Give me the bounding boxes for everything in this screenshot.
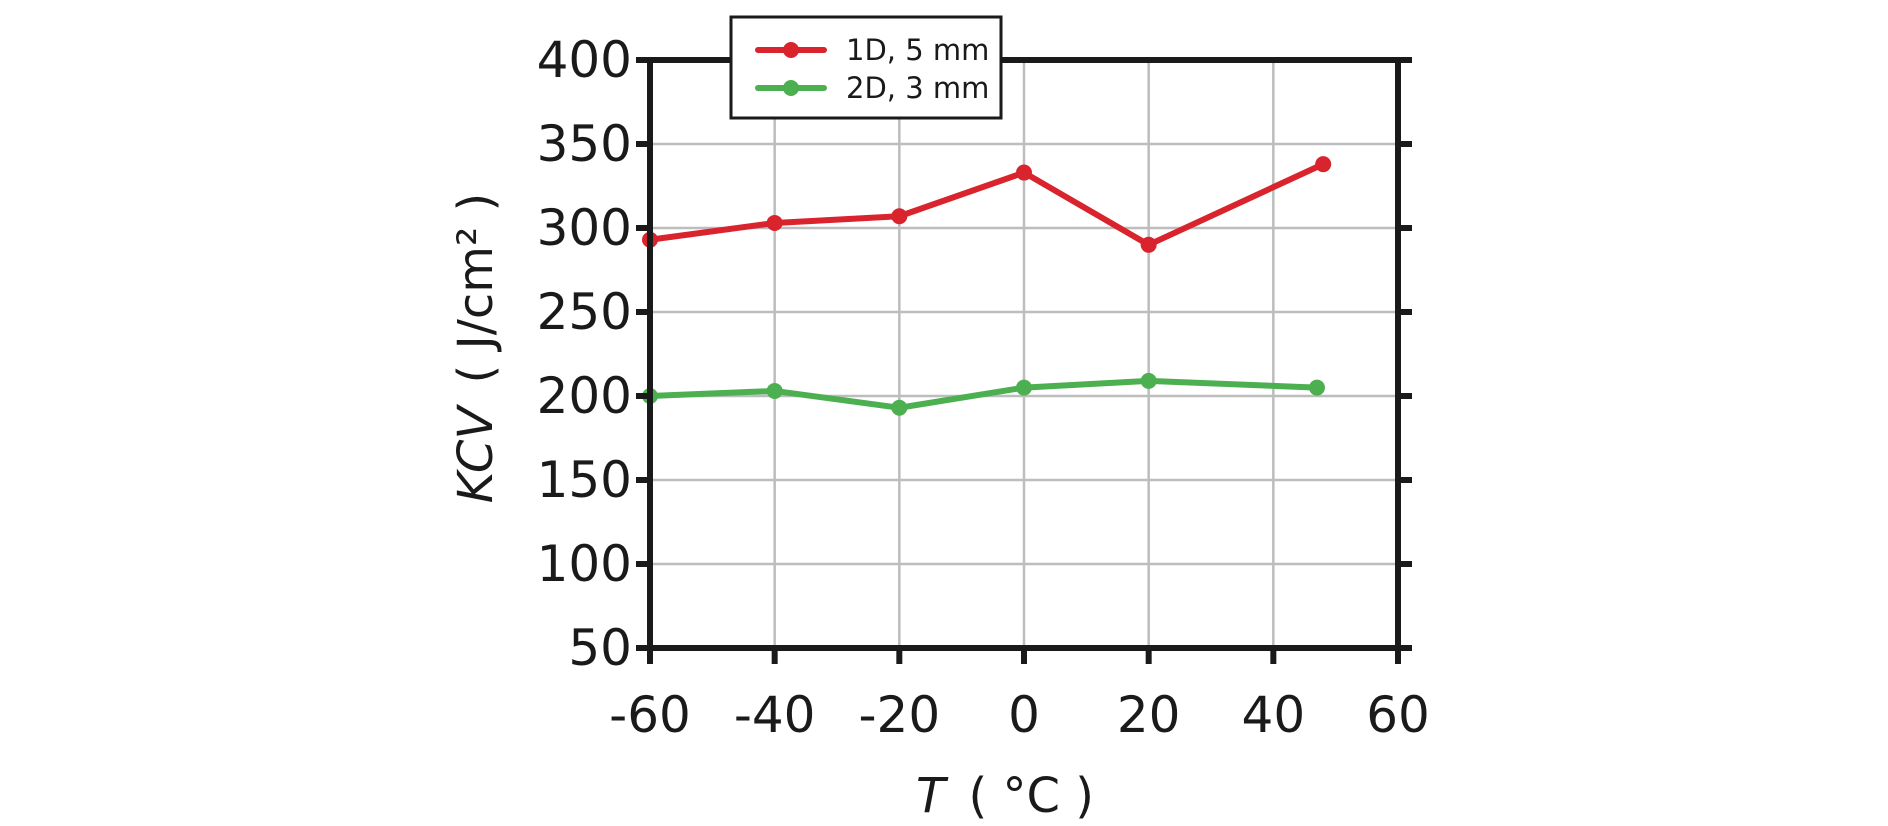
x-tick-label: 0 — [1008, 686, 1040, 744]
legend-label-2: 2D, 3 mm — [846, 71, 989, 105]
y-tick-label: 300 — [537, 199, 632, 257]
y-tick-label: 350 — [537, 115, 632, 173]
y-tick-label: 250 — [537, 283, 632, 341]
series-1-point — [1315, 156, 1332, 173]
y-tick-label: 400 — [537, 31, 632, 89]
series-1-point — [1140, 236, 1157, 253]
y-tick-label: 100 — [537, 535, 632, 593]
series-1-point — [1016, 164, 1032, 181]
x-tick-label: -40 — [734, 686, 816, 744]
x-tick-label: 20 — [1117, 686, 1181, 744]
series-layer — [642, 156, 1332, 416]
series-2-point — [1140, 372, 1157, 389]
x-tick-label: -20 — [858, 686, 940, 744]
y-tick-label: 50 — [568, 619, 632, 677]
series-line-1 — [647, 161, 1327, 248]
y-axis-title-variable: KCV — [448, 404, 504, 504]
series-2-point — [1308, 379, 1325, 396]
y-tick-label: 200 — [537, 367, 632, 425]
x-axis-title-variable: T — [916, 768, 949, 824]
legend: 1D, 5 mm 2D, 3 mm — [729, 15, 1003, 120]
legend-marker-2 — [783, 80, 799, 96]
x-axis-title-unit: ( °C ) — [969, 768, 1094, 824]
series-2-point — [1016, 379, 1032, 396]
y-axis-title: KCV ( J/cm² ) — [448, 193, 504, 504]
legend-box — [729, 15, 1003, 120]
series-line-2 — [647, 377, 1320, 411]
y-tick-label: 150 — [537, 451, 632, 509]
axis-ticks — [636, 57, 1412, 664]
y-axis-title-unit: ( J/cm² ) — [448, 193, 504, 384]
grid-lines — [650, 60, 1398, 648]
tick-labels: 50 100 150 200 250 300 350 400 -60 -40 -20 0 20 40 60 — [537, 31, 1430, 744]
x-tick-label: -60 — [609, 686, 691, 744]
x-axis-title: T ( °C ) — [916, 768, 1094, 824]
series-2-point — [891, 399, 908, 416]
series-1-point — [766, 214, 783, 231]
legend-label-1: 1D, 5 mm — [846, 33, 989, 67]
series-2-point — [766, 382, 783, 399]
x-tick-label: 40 — [1242, 686, 1306, 744]
series-1-point — [891, 208, 908, 225]
legend-marker-1 — [783, 42, 799, 58]
x-tick-label: 60 — [1366, 686, 1430, 744]
